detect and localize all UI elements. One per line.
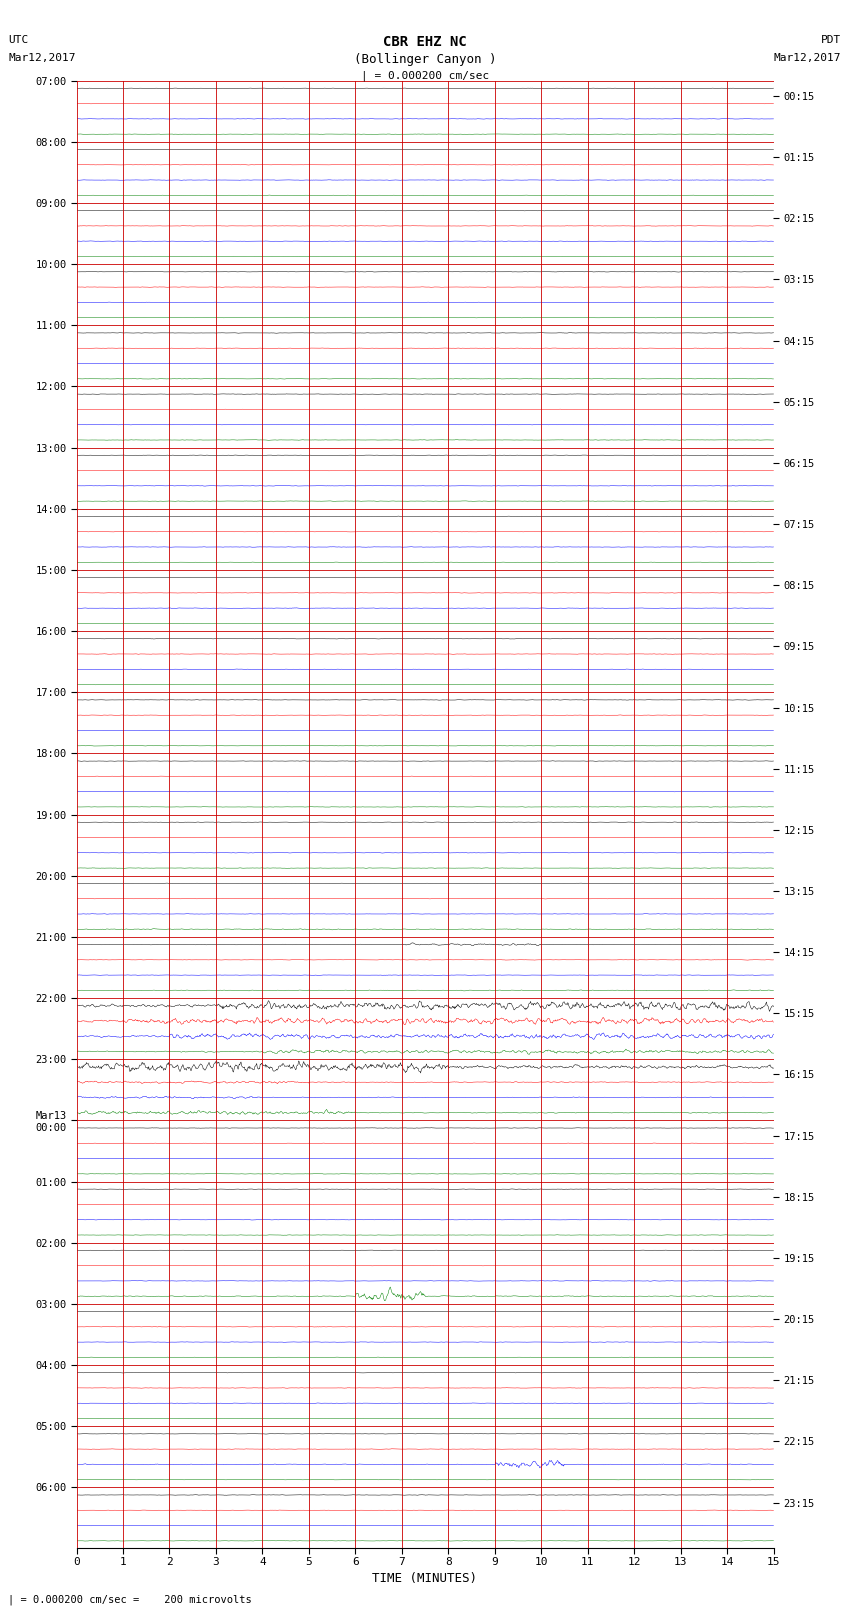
Text: Mar12,2017: Mar12,2017 [8,53,76,63]
Text: | = 0.000200 cm/sec =    200 microvolts: | = 0.000200 cm/sec = 200 microvolts [8,1594,252,1605]
Text: Mar12,2017: Mar12,2017 [774,53,842,63]
X-axis label: TIME (MINUTES): TIME (MINUTES) [372,1573,478,1586]
Text: | = 0.000200 cm/sec: | = 0.000200 cm/sec [361,71,489,82]
Text: UTC: UTC [8,35,29,45]
Text: (Bollinger Canyon ): (Bollinger Canyon ) [354,53,496,66]
Text: PDT: PDT [821,35,842,45]
Text: CBR EHZ NC: CBR EHZ NC [383,35,467,50]
